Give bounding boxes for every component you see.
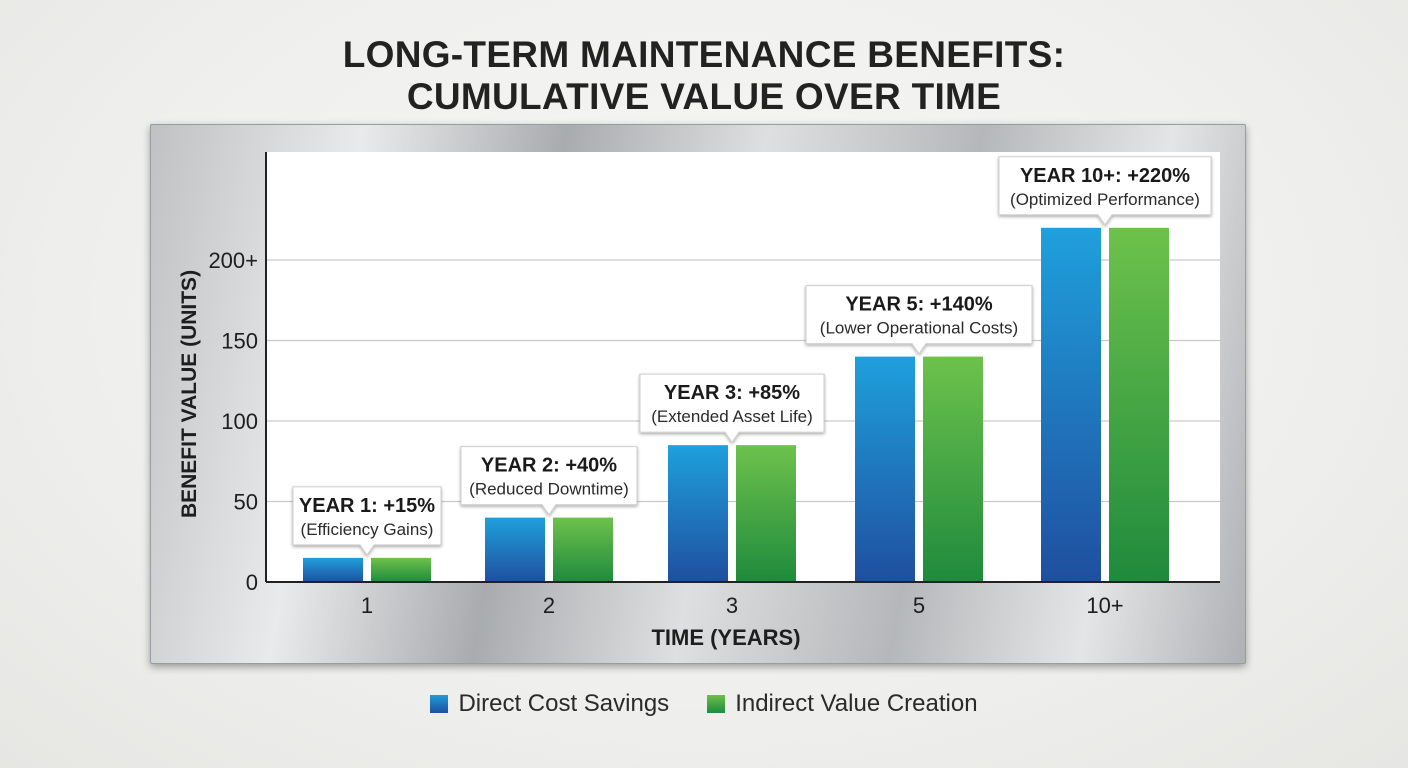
y-tick-label: 0 xyxy=(246,570,258,595)
callout-headline: YEAR 10+: +220% xyxy=(1020,165,1190,187)
bar-indirect-10+ xyxy=(1109,227,1169,583)
bar-indirect-2 xyxy=(553,517,613,582)
chart-title-line-1: LONG-TERM MAINTENANCE BENEFITS: xyxy=(342,34,1066,75)
callout-1 xyxy=(292,486,442,556)
y-tick-labels: 0 50 100 150 200+ xyxy=(208,248,258,595)
legend-label-indirect: Indirect Value Creation xyxy=(735,690,978,717)
x-tick-label: 1 xyxy=(361,593,373,618)
callouts: YEAR 1: +15% (Efficiency Gains) YEAR 2: +4… xyxy=(292,156,1212,556)
callout-3 xyxy=(639,373,825,444)
callout-box xyxy=(805,285,1033,355)
chart-title-line-2: CUMULATIVE VALUE OVER TIME xyxy=(406,76,1002,117)
y-tick-label: 100 xyxy=(221,409,258,434)
callout-headline: YEAR 3: +85% xyxy=(664,382,800,404)
legend-item-indirect: Indirect Value Creation xyxy=(707,690,978,718)
callout-note: (Reduced Downtime) xyxy=(469,480,629,499)
callout-10+ xyxy=(998,156,1212,226)
bar-direct-10+ xyxy=(1041,227,1101,583)
callout-box xyxy=(460,446,638,516)
bar-indirect-5 xyxy=(923,356,983,582)
legend-item-direct: Direct Cost Savings xyxy=(430,690,669,718)
bar-indirect-1 xyxy=(371,557,431,582)
y-tick-label: 150 xyxy=(221,329,258,354)
bar-direct-1 xyxy=(303,557,363,582)
callout-box xyxy=(292,486,442,556)
chart-title: LONG-TERM MAINTENANCE BENEFITS: CUMULATI… xyxy=(0,34,1408,118)
bar-direct-2 xyxy=(485,517,545,582)
axes xyxy=(265,152,1220,583)
callout-note: (Efficiency Gains) xyxy=(301,520,434,539)
y-tick-label: 50 xyxy=(234,490,258,515)
callout-box xyxy=(639,373,825,444)
callout-note: (Lower Operational Costs) xyxy=(820,319,1018,338)
x-tick-label: 3 xyxy=(726,593,738,618)
callout-headline: YEAR 5: +140% xyxy=(845,294,993,316)
callout-box xyxy=(998,156,1212,226)
bar-direct-5 xyxy=(855,356,915,582)
legend: Direct Cost Savings Indirect Value Creat… xyxy=(0,690,1408,718)
callout-5 xyxy=(805,285,1033,355)
legend-label-direct: Direct Cost Savings xyxy=(458,690,670,717)
legend-swatch-green xyxy=(707,695,726,713)
callout-note: (Optimized Performance) xyxy=(1010,190,1200,209)
bar-direct-3 xyxy=(668,445,728,582)
callout-note: (Extended Asset Life) xyxy=(651,407,813,426)
y-tick-label: 200+ xyxy=(208,248,258,273)
x-tick-label: 2 xyxy=(543,593,555,618)
callout-headline: YEAR 1: +15% xyxy=(299,495,435,517)
x-axis-label: TIME (YEARS) xyxy=(651,625,800,650)
legend-swatch-blue xyxy=(430,695,449,713)
x-tick-label: 5 xyxy=(913,593,925,618)
y-axis-label: BENEFIT VALUE (UNITS) xyxy=(178,270,201,518)
bars xyxy=(303,227,1169,583)
callout-2 xyxy=(460,446,638,516)
x-tick-labels: 1 2 3 5 10+ xyxy=(361,593,1124,618)
x-tick-label: 10+ xyxy=(1086,593,1123,618)
callout-headline: YEAR 2: +40% xyxy=(481,455,617,477)
bar-indirect-3 xyxy=(736,445,796,582)
